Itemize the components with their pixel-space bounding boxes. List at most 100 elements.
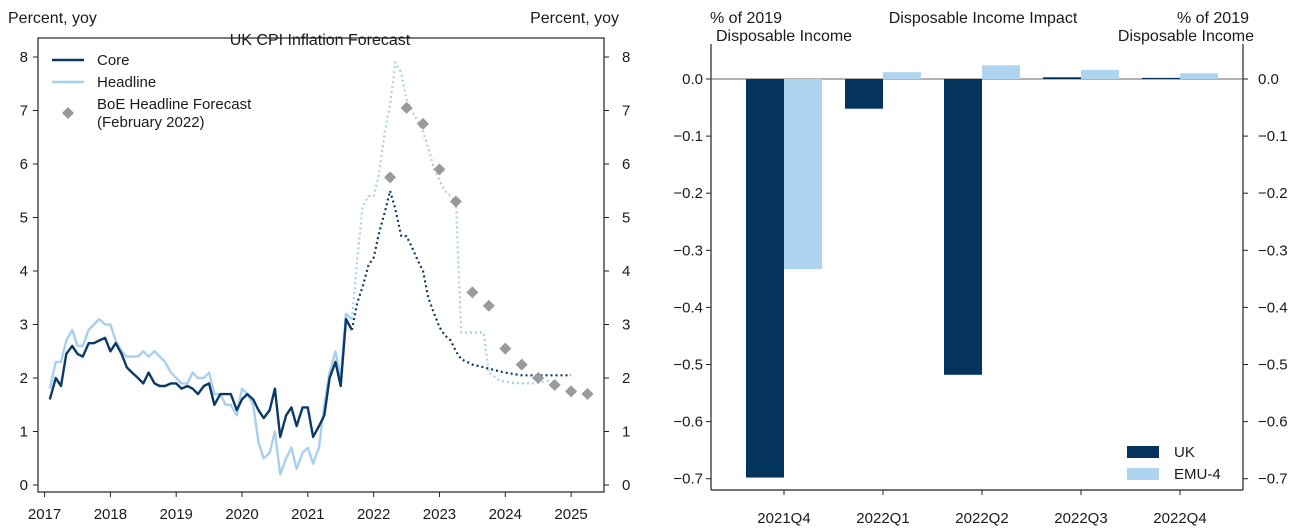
income-ylabel-right-1: % of 2019 [1177, 10, 1249, 27]
boe-forecast-point [581, 388, 594, 401]
cpi-ytick-label-right: 4 [622, 263, 630, 280]
cpi-xtick-label: 2018 [94, 506, 127, 523]
cpi-legend: Core Headline BoE Headline Forecast(Februa… [52, 52, 252, 131]
income-ylabel-left-1: % of 2019 [710, 10, 782, 27]
cpi-ytick-label-right: 1 [622, 424, 630, 441]
income-ytick-label-left: −0.3 [673, 242, 703, 259]
income-xtick-label: 2022Q2 [955, 510, 1008, 527]
income-ytick-label-left: −0.6 [673, 414, 703, 431]
income-plot-area [711, 65, 1243, 478]
cpi-chart: Percent, yoy Percent, yoy UK CPI Inflati… [8, 10, 630, 523]
income-ytick-label-right: −0.6 [1258, 414, 1288, 431]
income-ylabel-right-2: Disposable Income [1118, 28, 1254, 45]
cpi-ytick-label-right: 0 [622, 477, 630, 494]
income-chart: % of 2019 Disposable Income Disposable I… [673, 10, 1287, 527]
income-xtick-label: 2021Q4 [757, 510, 810, 527]
legend-core-label: Core [97, 52, 130, 69]
uk-bar [746, 79, 784, 478]
boe-forecast-point [548, 378, 561, 391]
cpi-plot-frame [37, 37, 605, 493]
uk-bar [1142, 77, 1180, 80]
income-xtick-label: 2022Q4 [1153, 510, 1206, 527]
legend-boe-label-line2: (February 2022) [97, 114, 205, 131]
headline-line [48, 312, 353, 476]
emu4-bar [883, 72, 921, 79]
cpi-ytick-label-right: 6 [622, 156, 630, 173]
uk-bar [944, 79, 982, 375]
boe-forecast-point [433, 163, 446, 176]
income-legend: UK EMU-4 [1127, 444, 1221, 483]
cpi-ytick-label-left: 2 [20, 370, 28, 387]
cpi-axes: 0 0 1 1 2 2 3 3 4 4 5 5 6 6 7 7 8 8 2017 2018 2019 2020 2021 20… [20, 37, 630, 523]
boe-forecast-point [515, 358, 528, 371]
income-xtick-label: 2022Q3 [1054, 510, 1107, 527]
income-xtick-label: 2022Q1 [856, 510, 909, 527]
cpi-xtick-label: 2025 [554, 506, 587, 523]
cpi-ylabel-right: Percent, yoy [530, 10, 619, 27]
income-ytick-label-left: 0.0 [682, 71, 703, 88]
cpi-ytick-label-left: 1 [20, 424, 28, 441]
cpi-xtick-label: 2020 [225, 506, 258, 523]
cpi-ytick-label-left: 3 [20, 317, 28, 334]
income-ytick-label-right: −0.5 [1258, 357, 1288, 374]
cpi-ytick-label-left: 4 [20, 263, 28, 280]
legend-emu4-label: EMU-4 [1174, 466, 1221, 483]
legend-headline-label: Headline [97, 74, 156, 91]
cpi-ytick-label-right: 5 [622, 210, 630, 227]
cpi-ytick-label-right: 7 [622, 103, 630, 120]
income-ytick-label-right: −0.7 [1258, 471, 1288, 488]
emu4-bar [982, 65, 1020, 79]
income-ytick-label-right: 0.0 [1258, 71, 1279, 88]
cpi-ytick-label-right: 2 [622, 370, 630, 387]
cpi-xtick-label: 2022 [357, 506, 390, 523]
legend-uk-label: UK [1174, 444, 1195, 461]
cpi-ytick-label-left: 5 [20, 210, 28, 227]
cpi-ytick-label-left: 8 [20, 49, 28, 66]
boe-forecast-point [532, 372, 545, 384]
cpi-xtick-label: 2021 [291, 506, 324, 523]
legend-uk-swatch [1127, 446, 1159, 458]
cpi-xtick-label: 2019 [160, 506, 193, 523]
boe-forecast-point [384, 171, 397, 184]
cpi-ytick-label-left: 7 [20, 103, 28, 120]
core-line [48, 317, 353, 439]
boe-forecast-point [466, 286, 479, 299]
income-ytick-label-left: −0.7 [673, 471, 703, 488]
boe-forecast-point [449, 195, 462, 208]
cpi-xtick-label: 2017 [28, 506, 61, 523]
income-ytick-label-right: −0.1 [1258, 128, 1288, 145]
income-ytick-label-right: −0.4 [1258, 299, 1288, 316]
income-title: Disposable Income Impact [889, 10, 1078, 27]
cpi-xtick-label: 2024 [489, 506, 522, 523]
cpi-ytick-label-left: 0 [20, 477, 28, 494]
income-axes: 0.0 0.0 −0.1 −0.1 −0.2 −0.2 −0.3 −0.3 −0.4 −0.4 −0… [673, 44, 1288, 527]
boe-forecast-point [417, 117, 430, 130]
income-ytick-label-left: −0.1 [673, 128, 703, 145]
income-ylabel-left-2: Disposable Income [716, 28, 852, 45]
uk-bar [1043, 77, 1081, 79]
legend-boe-swatch [62, 107, 74, 119]
boe-forecast-point [565, 385, 578, 398]
uk-bar [845, 79, 883, 109]
income-ytick-label-right: −0.2 [1258, 185, 1288, 202]
boe-forecast-point [499, 342, 512, 355]
legend-boe-label-line1: BoE Headline Forecast [97, 96, 252, 113]
income-ytick-label-right: −0.3 [1258, 242, 1288, 259]
emu4-bar [1081, 69, 1119, 79]
headline-forecast-line [350, 61, 550, 385]
income-ytick-label-left: −0.5 [673, 357, 703, 374]
cpi-ytick-label-left: 6 [20, 156, 28, 173]
boe-forecast-point [400, 101, 413, 114]
income-ytick-label-left: −0.4 [673, 299, 703, 316]
core-forecast-line [350, 189, 572, 377]
legend-emu4-swatch [1127, 468, 1159, 480]
cpi-ytick-label-right: 8 [622, 49, 630, 66]
income-ytick-label-left: −0.2 [673, 185, 703, 202]
cpi-ylabel-left: Percent, yoy [8, 10, 97, 27]
cpi-plot-area [48, 61, 594, 476]
cpi-ytick-label-right: 3 [622, 317, 630, 334]
cpi-xtick-label: 2023 [423, 506, 456, 523]
emu4-bar [1180, 73, 1218, 79]
emu4-bar [784, 79, 822, 270]
